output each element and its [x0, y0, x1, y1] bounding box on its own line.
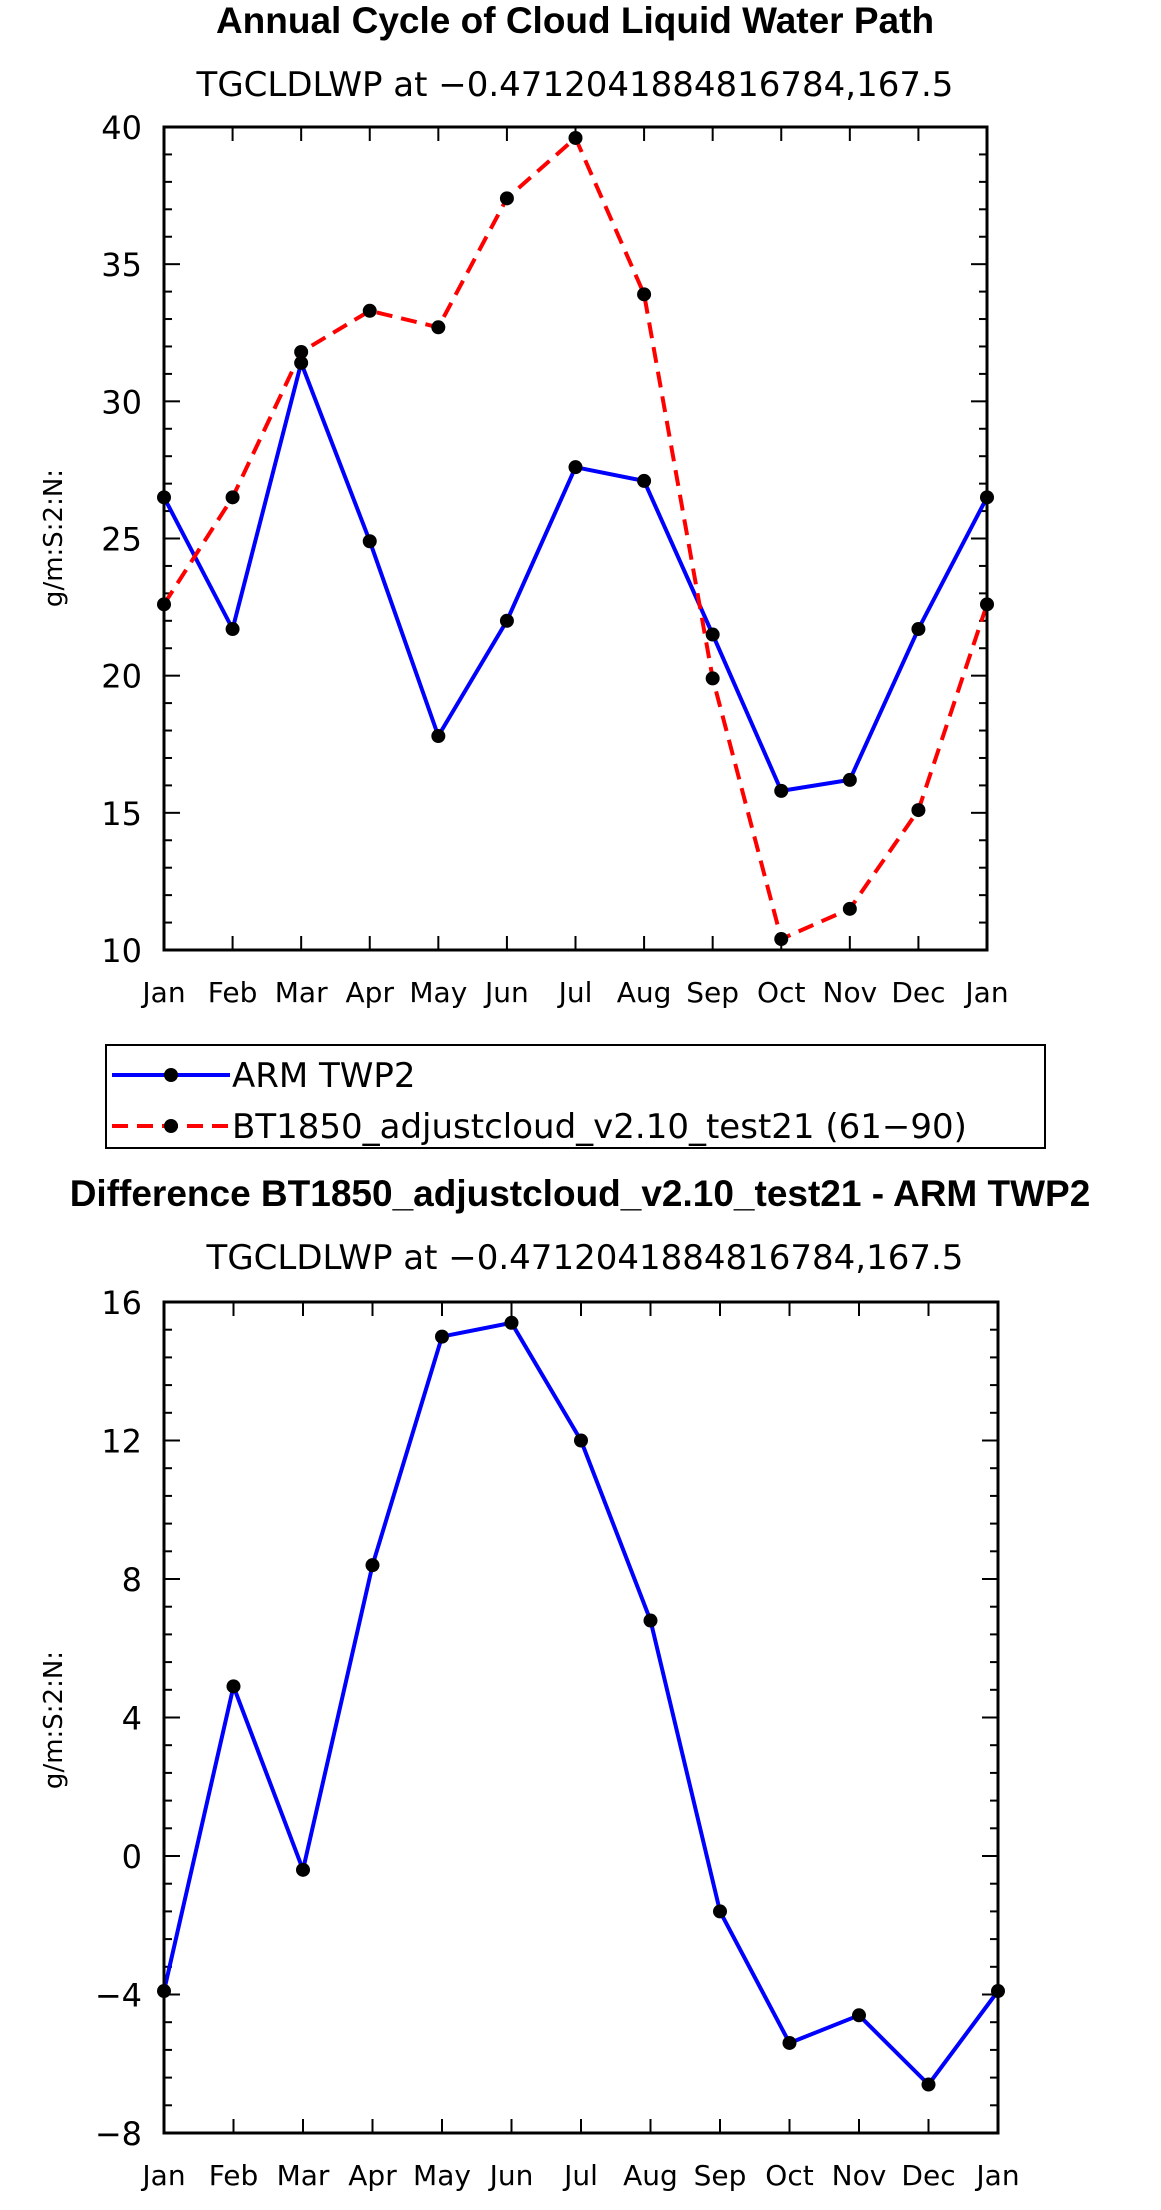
top-chart-tick-labels: Jan Feb Mar Apr May Jun Jul Aug Sep Oct Nov Dec Jan 1… — [101, 109, 1008, 1009]
bottom-chart-series-0-point — [643, 1613, 658, 1628]
bottom-chart-ytick-label: −8 — [95, 2115, 142, 2153]
top-chart-xtick-label: Nov — [823, 976, 878, 1009]
top-chart-series — [157, 130, 994, 947]
top-chart-xtick-label: May — [409, 976, 467, 1009]
top-chart-series-1-point — [911, 803, 926, 818]
top-chart-series-0-point — [568, 460, 583, 475]
bottom-chart-ytick-label: 0 — [122, 1838, 142, 1876]
top-chart-ytick-label: 30 — [101, 383, 142, 421]
top-chart-ytick-label: 20 — [101, 658, 142, 696]
bottom-chart-ytick-label: 4 — [122, 1700, 142, 1738]
top-chart-series-1-point — [705, 671, 720, 686]
bottom-chart-xtick-label: Feb — [209, 2159, 259, 2192]
bottom-chart-ytick-label: 16 — [101, 1284, 142, 1322]
top-chart-xtick-label: Jan — [963, 976, 1008, 1009]
top-chart-series-0-point — [362, 534, 377, 549]
legend-marker-model — [164, 1119, 178, 1133]
bottom-chart-xtick-label: Aug — [623, 2159, 678, 2192]
bottom-chart-series-0-point — [574, 1433, 588, 1448]
bottom-chart-ylabel: g/m:S:2:N: — [39, 1651, 69, 1789]
bottom-chart-title: Difference BT1850_adjustcloud_v2.10_test… — [70, 1173, 1091, 1214]
top-chart-xtick-label: Sep — [686, 976, 739, 1009]
bottom-chart-xtick-label: Jan — [140, 2159, 185, 2192]
top-chart-ytick-label: 15 — [101, 795, 142, 833]
legend-marker-arm — [164, 1068, 178, 1082]
top-chart-xtick-label: Mar — [275, 976, 328, 1009]
bottom-chart-xtick-label: Apr — [348, 2159, 397, 2192]
bottom-chart-series-0-point — [435, 1329, 449, 1344]
bottom-chart-ytick-label: 12 — [101, 1423, 142, 1461]
bottom-chart-frame — [162, 1300, 1000, 2135]
bottom-chart: Difference BT1850_adjustcloud_v2.10_test… — [39, 1173, 1090, 2192]
bottom-chart-series-0-point — [504, 1315, 519, 1330]
top-chart-xtick-label: Aug — [617, 976, 672, 1009]
top-chart-series-0-point — [225, 622, 240, 637]
top-chart-series-0-point — [774, 783, 789, 798]
bottom-chart-xtick-label: Oct — [765, 2159, 813, 2192]
top-chart-series-0-point — [842, 772, 857, 787]
top-chart-series-0-point — [705, 627, 720, 642]
bottom-chart-series-0-point — [296, 1862, 310, 1877]
top-chart-series-1-point — [842, 901, 857, 916]
top-chart-series-1-point — [637, 287, 652, 302]
top-chart-series-0-point — [637, 473, 652, 488]
bottom-chart-ytick-label: −4 — [95, 1977, 142, 2015]
top-chart-ytick-label: 35 — [101, 246, 142, 284]
bottom-chart-series-0-point — [921, 2077, 936, 2092]
bottom-chart-xtick-label: Nov — [832, 2159, 887, 2192]
bottom-chart-xtick-label: Dec — [901, 2159, 955, 2192]
bottom-chart-xtick-label: Jan — [974, 2159, 1019, 2192]
top-chart-series-0-point — [499, 613, 514, 628]
bottom-chart-tick-labels: Jan Feb Mar Apr May Jun Jul Aug Sep Oct Nov Dec Jan −… — [95, 1284, 1020, 2192]
bottom-chart-ytick-label: 8 — [122, 1561, 142, 1599]
bottom-chart-xtick-label: Mar — [277, 2159, 330, 2192]
top-chart-ytick-label: 40 — [101, 109, 142, 147]
top-chart-series-1-point — [499, 191, 514, 206]
legend-label-arm: ARM TWP2 — [232, 1056, 416, 1096]
top-chart-series-1-point — [225, 490, 240, 505]
top-chart-ytick-label: 10 — [101, 932, 142, 970]
top-chart-series-0-point — [294, 355, 309, 370]
bottom-chart-xtick-label: May — [413, 2159, 471, 2192]
bottom-chart-series-0-point — [226, 1679, 241, 1694]
top-chart-series-0-point — [911, 622, 926, 637]
top-chart-series-1-point — [774, 932, 789, 947]
bottom-chart-series-0-point — [852, 2008, 866, 2023]
bottom-chart-series-0-point — [365, 1558, 380, 1573]
bottom-chart-subtitle: TGCLDLWP at −0.4712041884816784,167.5 — [206, 1238, 964, 1278]
bottom-chart-xtick-label: Jun — [488, 2159, 534, 2192]
top-chart-series-1-point — [568, 130, 583, 145]
top-chart-ylabel: g/m:S:2:N: — [39, 469, 69, 607]
top-chart-ytick-label: 25 — [101, 521, 142, 559]
top-chart-xtick-label: Jun — [483, 976, 529, 1009]
top-chart-series-1-point — [294, 344, 309, 359]
top-chart-xtick-label: Feb — [208, 976, 258, 1009]
bottom-chart-xtick-label: Jul — [562, 2159, 598, 2192]
legend-label-model: BT1850_adjustcloud_v2.10_test21 (61−90) — [232, 1107, 967, 1147]
top-chart-xtick-label: Jan — [140, 976, 185, 1009]
bottom-chart-series-0-point — [782, 2035, 797, 2050]
top-chart-xtick-label: Oct — [757, 976, 805, 1009]
legend-box — [105, 1044, 1046, 1149]
bottom-chart-xtick-label: Sep — [694, 2159, 747, 2192]
top-chart-subtitle: TGCLDLWP at −0.4712041884816784,167.5 — [196, 65, 954, 105]
top-chart-frame — [162, 125, 989, 952]
top-chart-xtick-label: Jul — [557, 976, 593, 1009]
top-chart-title: Annual Cycle of Cloud Liquid Water Path — [216, 0, 934, 41]
top-chart: Annual Cycle of Cloud Liquid Water Path … — [39, 0, 1009, 1009]
top-chart-series-1-point — [431, 320, 446, 335]
legend: ARM TWP2 BT1850_adjustcloud_v2.10_test21… — [105, 1044, 1046, 1149]
top-chart-xtick-label: Dec — [891, 976, 945, 1009]
bottom-chart-series — [157, 1315, 1005, 2092]
top-chart-xtick-label: Apr — [346, 976, 395, 1009]
top-chart-series-0-point — [431, 729, 446, 744]
top-chart-series-1-point — [362, 303, 377, 318]
bottom-chart-series-0-point — [713, 1904, 727, 1919]
